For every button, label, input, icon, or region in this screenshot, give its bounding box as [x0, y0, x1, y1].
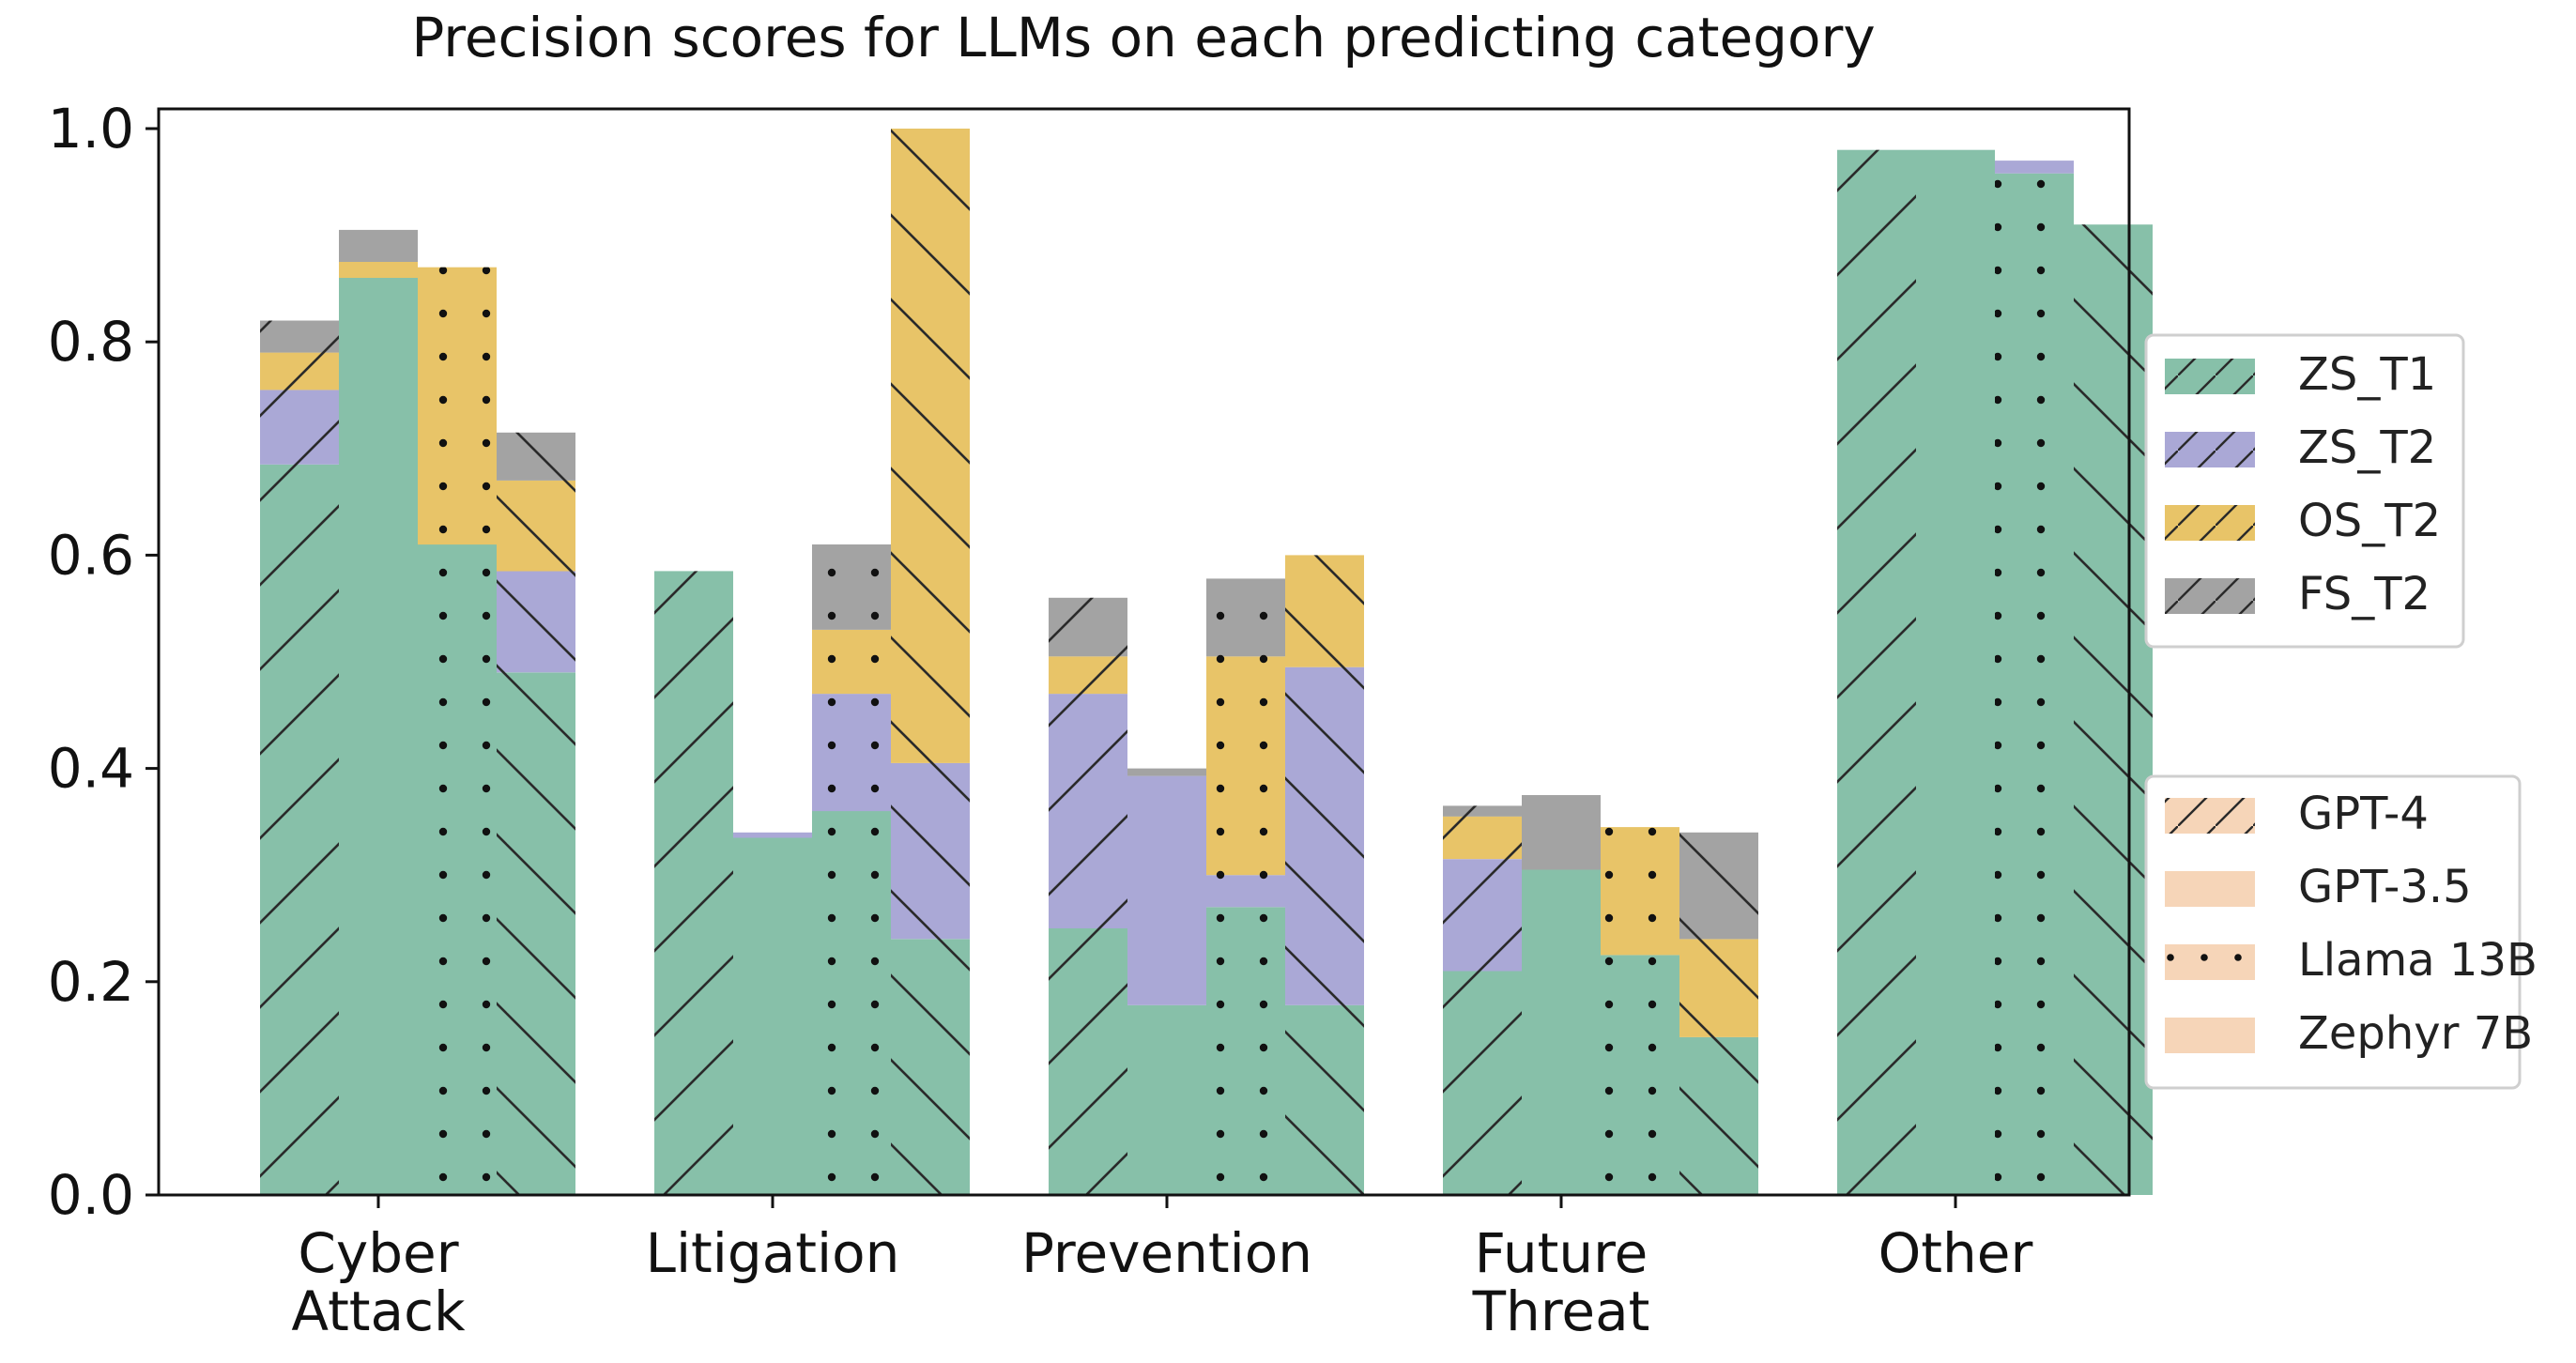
bar-zs-t2-cat1-model1 — [733, 832, 812, 838]
bar-hatch-cat2-model2 — [1206, 578, 1285, 1195]
legend-series-frame — [2144, 333, 2465, 649]
bar-fs-t2-cat2-model1 — [1127, 768, 1206, 776]
bar-hatch-cat1-model0 — [654, 571, 733, 1195]
y-tick-label: 0.2 — [48, 950, 134, 1014]
bar-hatch-cat0-model2 — [418, 267, 497, 1195]
plot-area — [260, 129, 2153, 1196]
legend-label-os-t2: OS_T2 — [2298, 495, 2441, 547]
bar-hatch-cat3-model0 — [1443, 805, 1522, 1195]
bar-hatch-cat0-model0 — [260, 320, 339, 1195]
bar-zs-t1-cat4-model1 — [1916, 149, 1995, 1196]
legend-swatch-hatch — [2165, 578, 2255, 614]
legend-label-gpt-4: GPT-4 — [2298, 788, 2429, 840]
bar-hatch-cat4-model3 — [2074, 224, 2153, 1196]
legend-series: ZS_T1 ZS_T2 OS_T2 FS_T2 — [2144, 333, 2465, 649]
bar-fs-t2-cat3-model1 — [1522, 795, 1601, 870]
legend-label-gpt-3-5: GPT-3.5 — [2298, 861, 2472, 913]
bar-zs-t1-cat3-model1 — [1522, 869, 1601, 1195]
y-tick-label: 1.0 — [48, 97, 134, 161]
legend-swatch-hatch — [2165, 944, 2255, 980]
bar-zs-t1-cat0-model1 — [339, 278, 418, 1195]
bar-zs-t1-cat1-model1 — [733, 837, 812, 1195]
y-tick-label: 0.6 — [48, 523, 134, 587]
x-axis: Cyber Attack Litigation Prevention Future Thr… — [291, 1195, 2032, 1343]
legend-label-zephyr-7b: Zephyr 7B — [2298, 1007, 2533, 1060]
bar-hatch-cat4-model0 — [1837, 149, 1916, 1196]
legend-swatch-hatch — [2165, 432, 2255, 467]
bar-hatch-cat1-model3 — [891, 129, 970, 1195]
legend-swatch-hatch — [2165, 359, 2255, 394]
bar-hatch-cat1-model2 — [812, 544, 891, 1195]
legend-label-fs-t2: FS_T2 — [2298, 568, 2430, 620]
y-tick-label: 0.8 — [48, 310, 134, 374]
y-axis: 0.0 0.2 0.4 0.6 0.8 1.0 — [48, 97, 159, 1227]
legend-label-zs-t1: ZS_T1 — [2298, 348, 2436, 401]
bar-hatch-cat2-model3 — [1285, 555, 1364, 1195]
bar-fs-t2-cat0-model1 — [339, 229, 418, 262]
legend-label-llama-13b: Llama 13B — [2298, 934, 2538, 987]
bar-hatch-cat0-model3 — [497, 432, 575, 1195]
y-tick-label: 0.4 — [48, 737, 134, 801]
bar-hatch-cat3-model2 — [1601, 827, 1679, 1195]
bar-hatch-cat4-model2 — [1995, 161, 2074, 1196]
y-tick-label: 0.0 — [48, 1163, 134, 1227]
legend-swatch-gpt-3-5 — [2165, 871, 2255, 907]
legend-swatch-zephyr-7b — [2165, 1018, 2255, 1053]
x-tick-label: Other — [1878, 1221, 2033, 1285]
x-tick-label: Litigation — [646, 1221, 900, 1285]
bar-zs-t1-cat2-model1 — [1127, 1004, 1206, 1195]
bar-zs-t2-cat2-model1 — [1127, 775, 1206, 1005]
x-tick-label: Prevention — [1021, 1221, 1312, 1285]
x-tick-label: Cyber Attack — [291, 1221, 466, 1343]
legend-models-frame — [2144, 774, 2522, 1090]
bar-os-t2-cat0-model1 — [339, 262, 418, 278]
legend-swatch-hatch — [2165, 505, 2255, 541]
legend-swatch-hatch — [2165, 798, 2255, 834]
bar-hatch-cat2-model0 — [1049, 597, 1127, 1195]
x-tick-label: Future Threat — [1472, 1221, 1650, 1343]
legend-label-zs-t2: ZS_T2 — [2298, 421, 2436, 474]
legend-models: GPT-4 GPT-3.5 Llama 13B Zephyr 7B — [2144, 774, 2538, 1090]
bar-hatch-cat3-model3 — [1679, 832, 1758, 1195]
plot-frame — [157, 107, 2131, 1197]
chart-title: Precision scores for LLMs on each predic… — [411, 6, 1875, 69]
